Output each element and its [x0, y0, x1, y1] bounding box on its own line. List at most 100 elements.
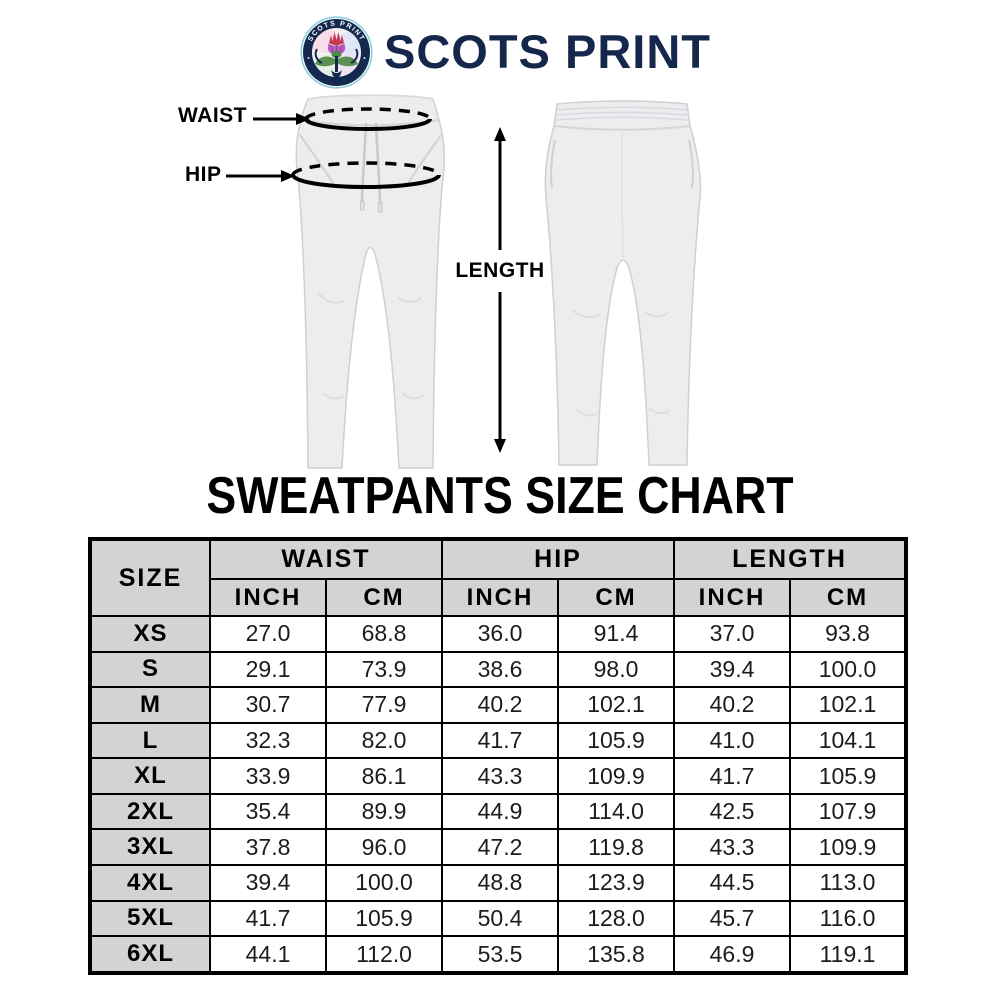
- value-cell: 119.1: [789, 935, 907, 974]
- value-cell: 100.0: [325, 864, 443, 902]
- size-cell: XL: [89, 757, 211, 795]
- size-cell: 3XL: [89, 828, 211, 867]
- value-cell: 109.9: [557, 757, 675, 795]
- length-label: LENGTH: [452, 259, 548, 283]
- value-cell: 47.2: [441, 828, 559, 867]
- value-cell: 123.9: [557, 864, 675, 902]
- value-cell: 43.3: [441, 757, 559, 795]
- value-cell: 29.1: [209, 650, 327, 689]
- value-cell: 73.9: [325, 650, 443, 689]
- value-cell: 37.8: [209, 828, 327, 867]
- table-row-s: S 29.1 73.9 38.6 98.0 39.4 100.0: [89, 650, 907, 689]
- value-cell: 35.4: [209, 792, 327, 831]
- value-cell: 113.0: [789, 864, 907, 902]
- size-column-header: SIZE: [89, 538, 211, 617]
- page-title: SWEATPANTS SIZE CHART: [206, 467, 794, 525]
- table-row-4xl: 4XL 39.4 100.0 48.8 123.9 44.5 113.0: [89, 864, 907, 902]
- value-cell: 77.9: [325, 686, 443, 724]
- length-inch-header: INCH: [673, 578, 791, 617]
- value-cell: 102.1: [557, 686, 675, 724]
- value-cell: 32.3: [209, 721, 327, 760]
- value-cell: 41.7: [209, 899, 327, 938]
- value-cell: 39.4: [673, 650, 791, 689]
- size-cell: XS: [89, 615, 211, 653]
- waist-cm-header: CM: [325, 578, 443, 617]
- value-cell: 135.8: [557, 935, 675, 974]
- hip-inch-header: INCH: [441, 578, 559, 617]
- value-cell: 91.4: [557, 615, 675, 653]
- value-cell: 43.3: [673, 828, 791, 867]
- table-row-xl: XL 33.9 86.1 43.3 109.9 41.7 105.9: [89, 757, 907, 795]
- value-cell: 41.7: [441, 721, 559, 760]
- value-cell: 44.5: [673, 864, 791, 902]
- thistle-crest-icon: SCOTS PRINT: [300, 16, 373, 89]
- brand-name: SCOTS PRINT: [384, 25, 711, 78]
- table-row-l: L 32.3 82.0 41.7 105.9 41.0 104.1: [89, 721, 907, 760]
- hip-column-group-header: HIP: [441, 538, 675, 580]
- value-cell: 40.2: [673, 686, 791, 724]
- hip-cm-header: CM: [557, 578, 675, 617]
- table-row-2xl: 2XL 35.4 89.9 44.9 114.0 42.5 107.9: [89, 792, 907, 831]
- value-cell: 100.0: [789, 650, 907, 689]
- waist-column-group-header: WAIST: [209, 538, 443, 580]
- value-cell: 105.9: [557, 721, 675, 760]
- size-cell: 4XL: [89, 864, 211, 902]
- value-cell: 44.1: [209, 935, 327, 974]
- size-cell: M: [89, 686, 211, 724]
- value-cell: 44.9: [441, 792, 559, 831]
- value-cell: 33.9: [209, 757, 327, 795]
- value-cell: 41.7: [673, 757, 791, 795]
- value-cell: 42.5: [673, 792, 791, 831]
- value-cell: 48.8: [441, 864, 559, 902]
- table-row-xs: XS 27.0 68.8 36.0 91.4 37.0 93.8: [89, 615, 907, 653]
- sweatpants-back-image: [544, 100, 702, 466]
- table-row-6xl: 6XL 44.1 112.0 53.5 135.8 46.9 119.1: [89, 935, 907, 974]
- value-cell: 114.0: [557, 792, 675, 831]
- waist-label: WAIST: [178, 104, 247, 127]
- length-column-group-header: LENGTH: [673, 538, 907, 580]
- value-cell: 38.6: [441, 650, 559, 689]
- size-chart-table: SIZE WAIST HIP LENGTH INCH CM INCH CM IN…: [88, 537, 908, 975]
- value-cell: 116.0: [789, 899, 907, 938]
- value-cell: 36.0: [441, 615, 559, 653]
- value-cell: 27.0: [209, 615, 327, 653]
- waist-inch-header: INCH: [209, 578, 327, 617]
- sweatpants-front-image: [295, 94, 446, 469]
- value-cell: 105.9: [325, 899, 443, 938]
- value-cell: 50.4: [441, 899, 559, 938]
- table-row-5xl: 5XL 41.7 105.9 50.4 128.0 45.7 116.0: [89, 899, 907, 938]
- value-cell: 40.2: [441, 686, 559, 724]
- value-cell: 46.9: [673, 935, 791, 974]
- value-cell: 93.8: [789, 615, 907, 653]
- value-cell: 39.4: [209, 864, 327, 902]
- value-cell: 112.0: [325, 935, 443, 974]
- value-cell: 89.9: [325, 792, 443, 831]
- value-cell: 109.9: [789, 828, 907, 867]
- table-row-3xl: 3XL 37.8 96.0 47.2 119.8 43.3 109.9: [89, 828, 907, 867]
- value-cell: 30.7: [209, 686, 327, 724]
- value-cell: 128.0: [557, 899, 675, 938]
- value-cell: 82.0: [325, 721, 443, 760]
- brand-logo-badge: SCOTS PRINT: [300, 16, 373, 89]
- hip-label: HIP: [185, 163, 222, 186]
- value-cell: 53.5: [441, 935, 559, 974]
- value-cell: 37.0: [673, 615, 791, 653]
- value-cell: 45.7: [673, 899, 791, 938]
- size-cell: S: [89, 650, 211, 689]
- value-cell: 102.1: [789, 686, 907, 724]
- value-cell: 119.8: [557, 828, 675, 867]
- value-cell: 98.0: [557, 650, 675, 689]
- value-cell: 86.1: [325, 757, 443, 795]
- length-cm-header: CM: [789, 578, 907, 617]
- value-cell: 107.9: [789, 792, 907, 831]
- value-cell: 41.0: [673, 721, 791, 760]
- value-cell: 105.9: [789, 757, 907, 795]
- value-cell: 96.0: [325, 828, 443, 867]
- size-cell: 6XL: [89, 935, 211, 974]
- table-row-m: M 30.7 77.9 40.2 102.1 40.2 102.1: [89, 686, 907, 724]
- size-cell: 5XL: [89, 899, 211, 938]
- value-cell: 68.8: [325, 615, 443, 653]
- size-cell: L: [89, 721, 211, 760]
- value-cell: 104.1: [789, 721, 907, 760]
